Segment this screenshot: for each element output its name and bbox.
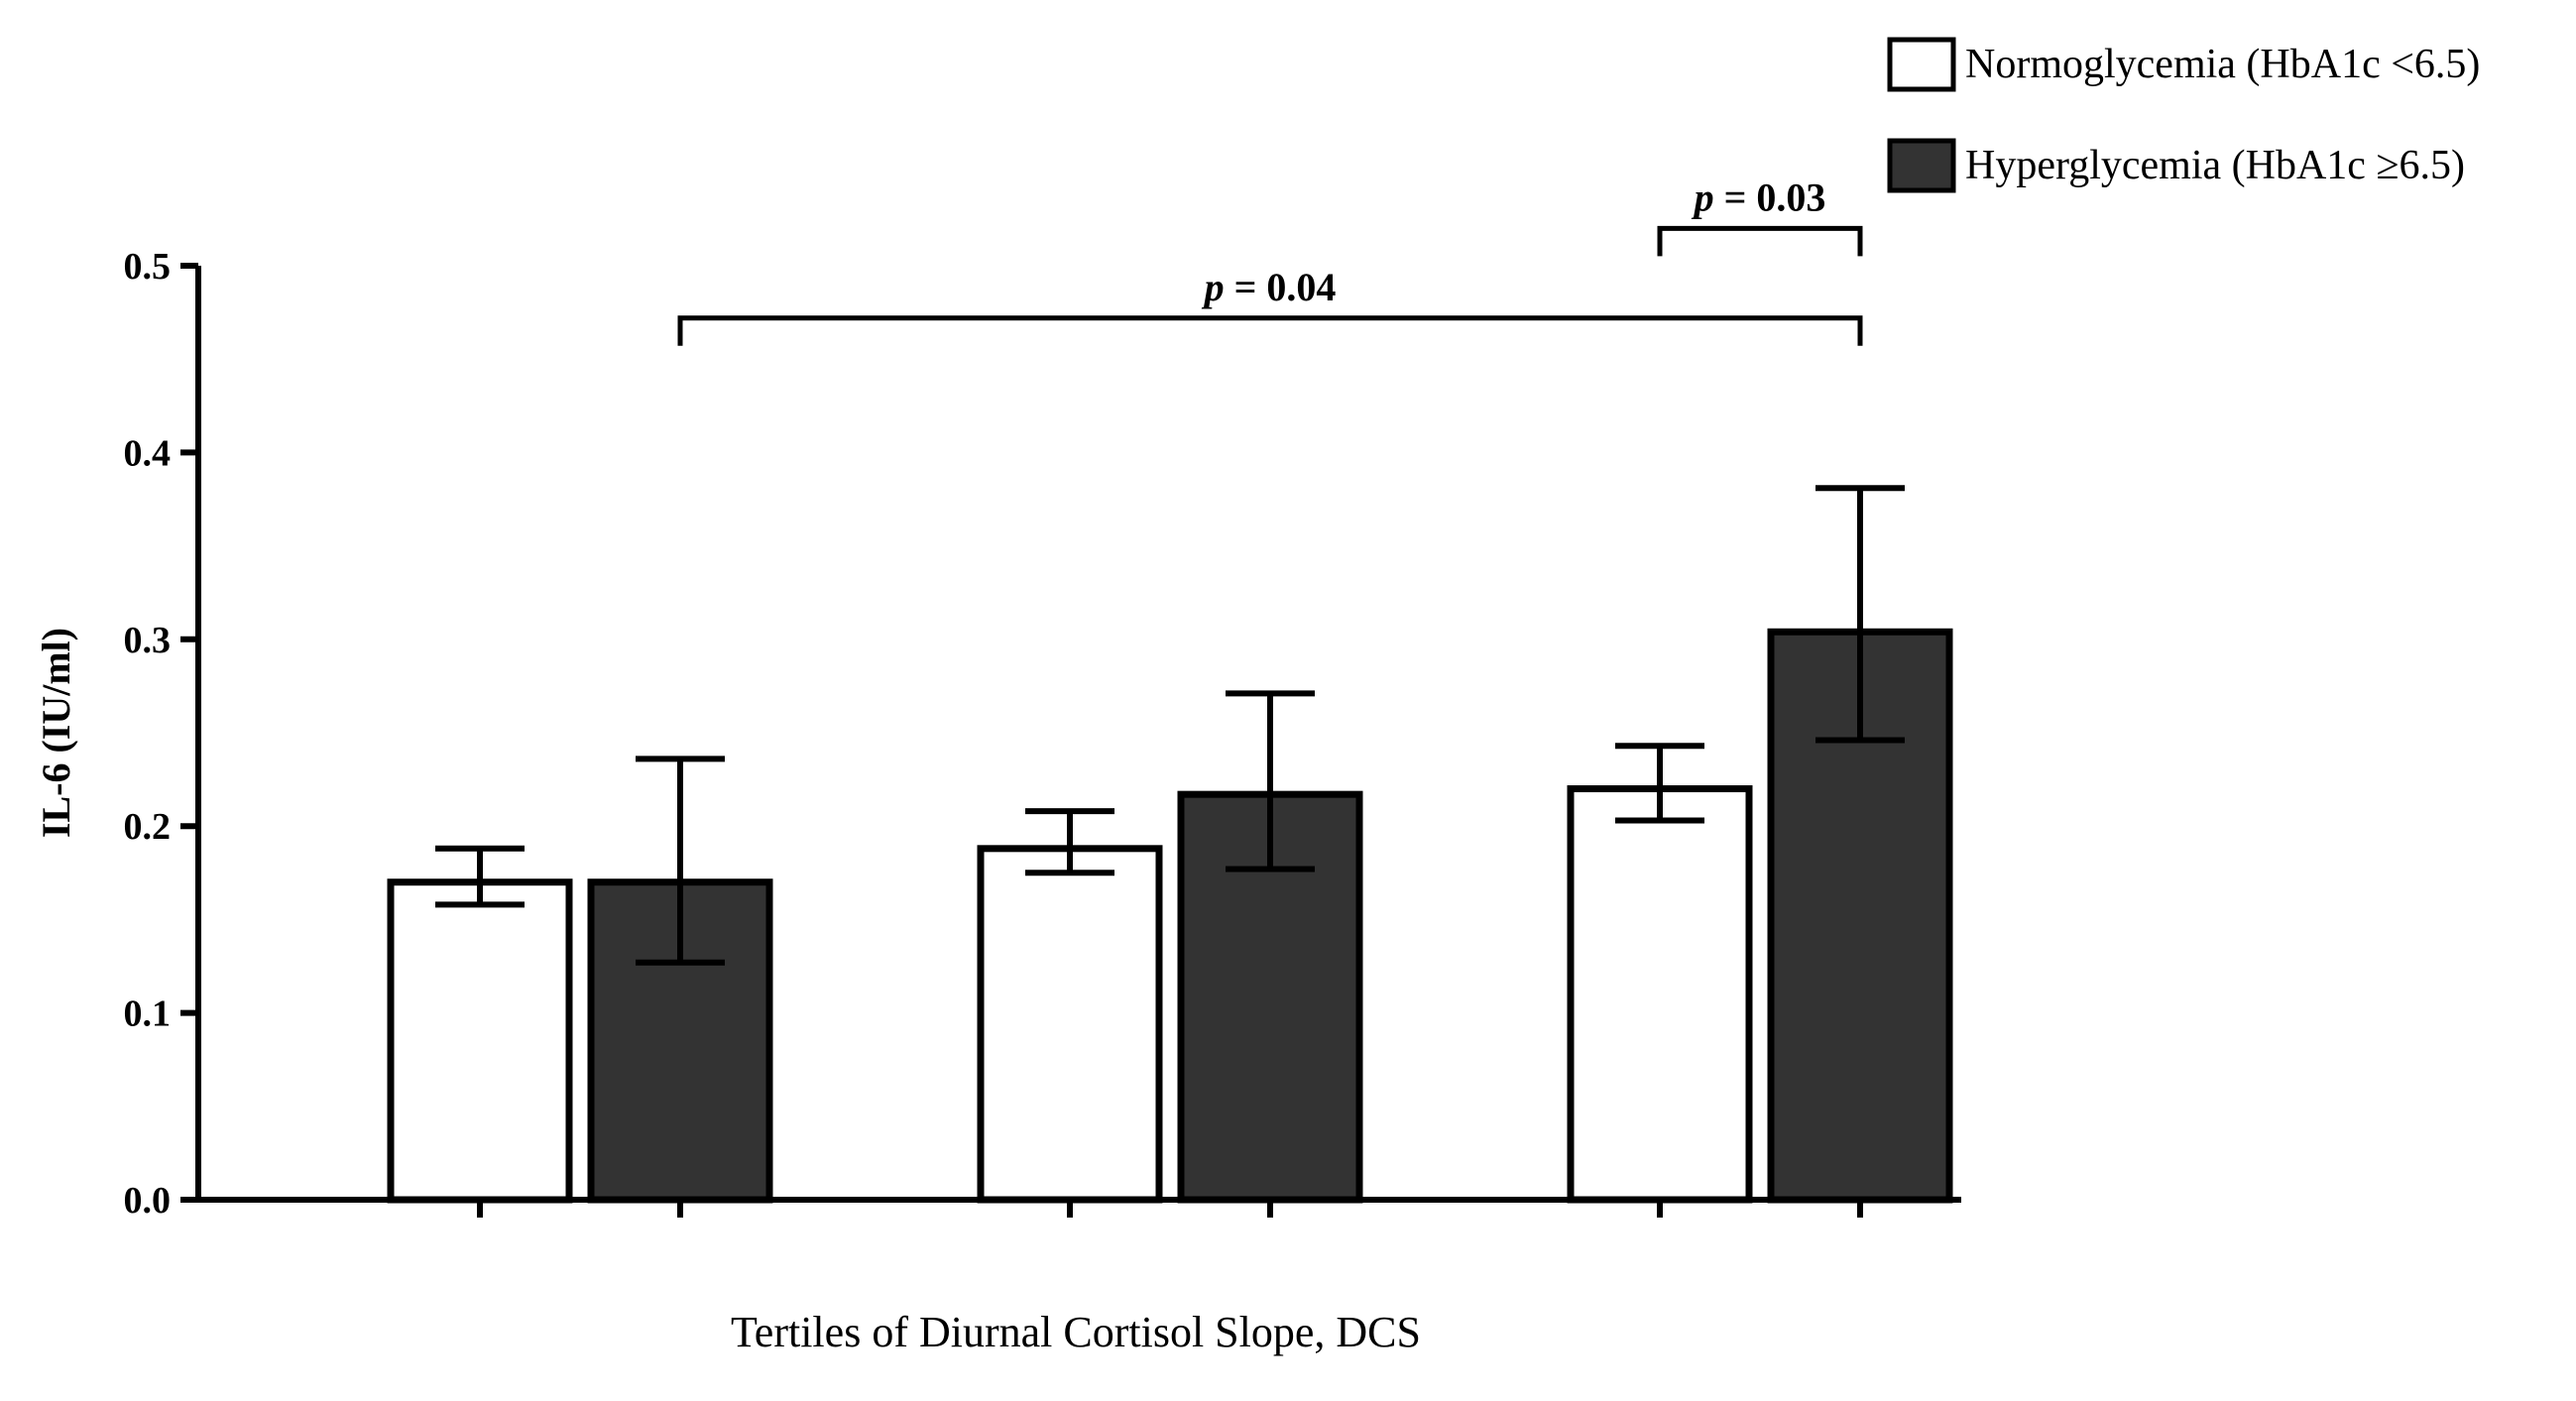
sig-label: p = 0.03 [1692,175,1826,219]
y-tick-label: 0.2 [124,806,172,848]
sig-bracket-line [677,315,1863,346]
p-symbol: p [1202,265,1225,309]
bars [387,485,1953,1204]
legend-swatch-normoglycemia [1887,37,1956,92]
sig-bracket-1: p = 0.04 [677,265,1863,346]
y-tick-label: 0.1 [124,993,172,1035]
sig-bracket-2: p = 0.03 [1657,175,1863,257]
p-value: = 0.03 [1714,175,1826,219]
y-tick-label: 0.4 [124,432,172,474]
sig-bracket-line [1657,225,1863,257]
axes: 0.0 0.1 0.2 0.3 0.4 0.5 [124,246,1961,1222]
bar-normoglycemia [1567,785,1753,1204]
bar-normoglycemia [977,845,1163,1204]
legend-label-normoglycemia: Normoglycemia (HbA1c <6.5) [1965,42,2480,87]
p-value: = 0.04 [1225,265,1337,309]
y-tick-label: 0.3 [124,620,172,661]
sig-label: p = 0.04 [1202,265,1337,309]
y-tick-label: 0.0 [124,1180,172,1222]
legend: Normoglycemia (HbA1c <6.5) Hyperglycemia… [1887,37,2480,193]
y-tick-label: 0.5 [124,246,172,288]
significance-annotations: p = 0.04 p = 0.03 [677,175,1863,346]
x-axis-title: Tertiles of Diurnal Cortisol Slope, DCS [731,1308,1421,1356]
y-axis-title: IL-6 (IU/ml) [34,628,78,838]
p-symbol: p [1692,175,1714,219]
legend-swatch-hyperglycemia [1887,138,1956,193]
legend-label-hyperglycemia: Hyperglycemia (HbA1c ≥6.5) [1965,143,2465,188]
bar-normoglycemia [387,878,573,1204]
